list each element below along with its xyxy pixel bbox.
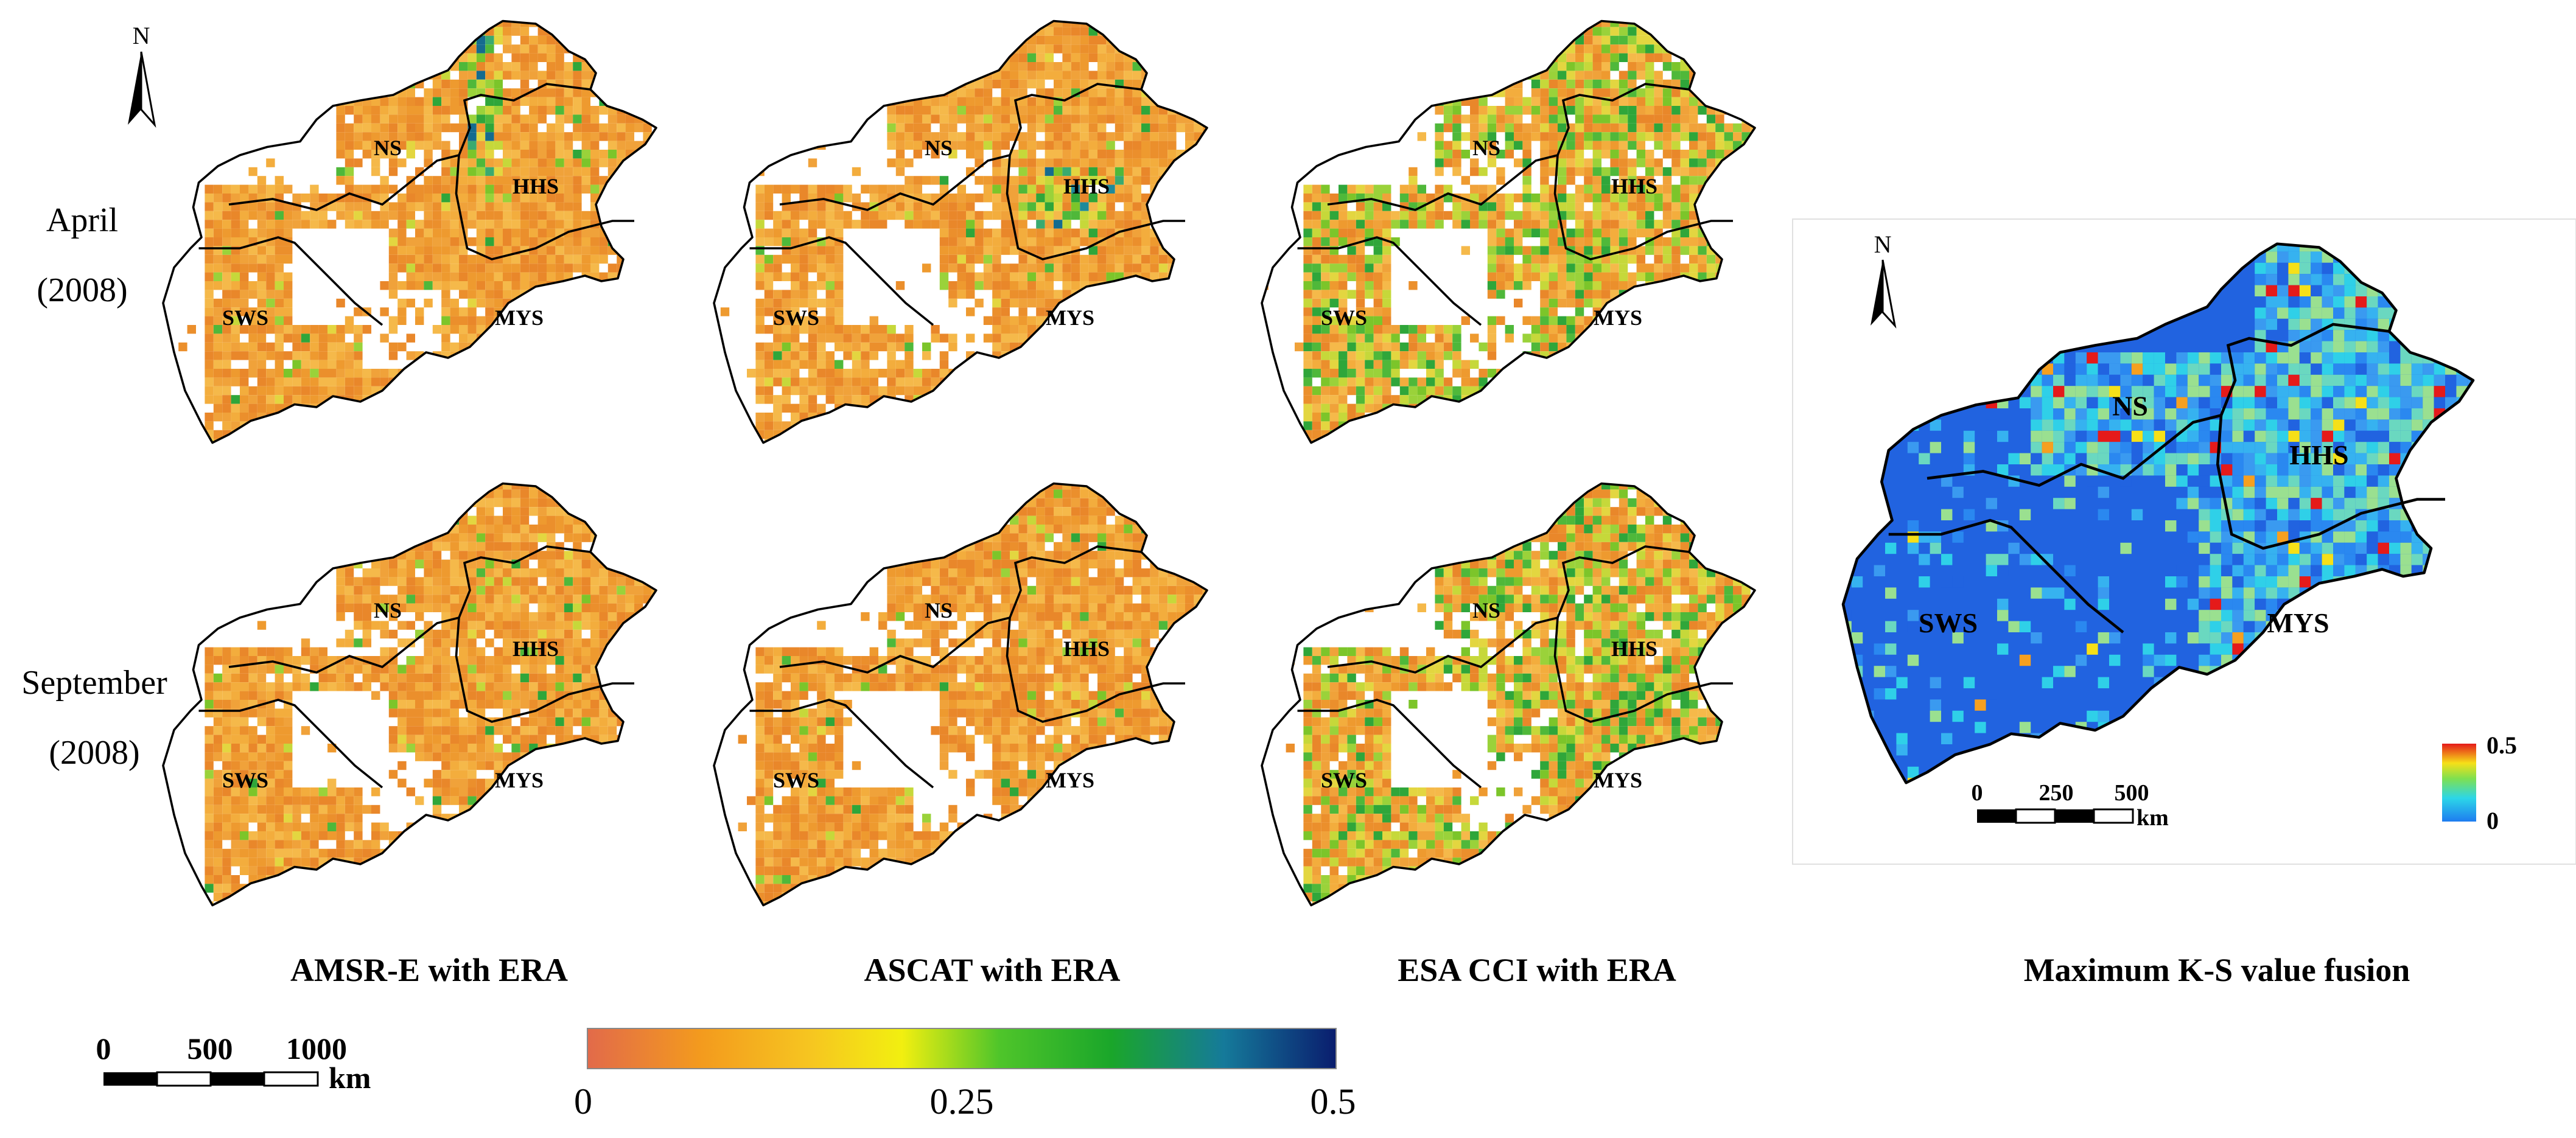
region-label-ns: NS: [925, 598, 953, 623]
colorbar-tick-mid: 0.25: [930, 1081, 994, 1122]
region-label-ns: NS: [1472, 598, 1500, 623]
colorbar-tick-max: 0.5: [1311, 1081, 1356, 1122]
pixel-grid: [1262, 483, 1755, 906]
region-label-mys: MYS: [1046, 768, 1094, 792]
region-label-hhs: HHS: [513, 637, 559, 661]
row-year-september: (2008): [49, 734, 139, 772]
fusion-region-ns: NS: [2112, 391, 2148, 422]
map-panel-0-2: NS HHS SWS MYS: [1261, 19, 1756, 444]
pixel-grid: [714, 483, 1208, 906]
column-title-esacci: ESA CCI with ERA: [1398, 952, 1676, 988]
map-panel-1-0: NS HHS SWS MYS: [162, 482, 657, 907]
region-label-sws: SWS: [222, 768, 268, 792]
colorbar-tick-0: 0: [574, 1081, 592, 1122]
fusion-scale-bar: 0 250 500 km: [1972, 780, 2169, 831]
map-panels: NS HHS SWS MYS NS HHS SWS MYS NS HHS SWS MYS NS HHS SW…: [162, 19, 1756, 907]
fusion-panel: N NS HHS SWS MYS 0 250 500 km 0.5 0 Maximum…: [1792, 218, 2576, 988]
region-label-mys: MYS: [1046, 305, 1094, 330]
region-label-mys: MYS: [495, 768, 544, 792]
pixel-grid: [163, 483, 657, 906]
region-label-ns: NS: [374, 598, 402, 623]
region-label-hhs: HHS: [513, 174, 559, 198]
region-label-sws: SWS: [1321, 768, 1367, 792]
fusion-legend: 0.5 0: [2442, 731, 2517, 834]
row-year-april: (2008): [37, 271, 127, 309]
map-panel-0-0: NS HHS SWS MYS: [162, 19, 657, 444]
map-panel-1-2: NS HHS SWS MYS: [1261, 482, 1756, 907]
row-label-april: April: [46, 201, 118, 239]
region-label-sws: SWS: [222, 305, 268, 330]
region-label-hhs: HHS: [1063, 174, 1110, 198]
region-label-mys: MYS: [495, 305, 544, 330]
fusion-region-sws: SWS: [1919, 607, 1978, 638]
north-arrow-main: N: [128, 22, 156, 128]
region-label-sws: SWS: [1321, 305, 1367, 330]
region-label-sws: SWS: [773, 305, 819, 330]
region-label-ns: NS: [374, 136, 402, 160]
fusion-title: Maximum K-S value fusion: [2024, 952, 2410, 988]
column-title-amsre: AMSR-E with ERA: [290, 952, 568, 988]
colorbar: 0 0.25 0.5: [574, 1028, 1356, 1122]
pixel-grid: [714, 21, 1208, 443]
north-arrow-fusion: N: [1871, 231, 1897, 329]
fusion-region-mys: MYS: [2267, 607, 2329, 638]
region-label-ns: NS: [1472, 136, 1500, 160]
map-panel-0-1: NS HHS SWS MYS: [713, 19, 1208, 444]
north-arrow-fusion-icon: [1871, 260, 1883, 326]
main-scale-bar: 0 500 1000 km: [96, 1032, 371, 1095]
fusion-region-hhs: HHS: [2289, 439, 2348, 470]
region-label-mys: MYS: [1594, 768, 1642, 792]
north-label: N: [133, 22, 150, 49]
map-panel-1-1: NS HHS SWS MYS: [713, 482, 1208, 907]
row-label-september: September: [21, 664, 167, 702]
region-label-hhs: HHS: [1611, 637, 1657, 661]
region-label-mys: MYS: [1594, 305, 1642, 330]
column-title-ascat: ASCAT with ERA: [864, 952, 1120, 988]
colorbar-bar: [587, 1028, 1337, 1069]
region-label-hhs: HHS: [1063, 637, 1110, 661]
fusion-legend-bar: [2442, 744, 2476, 822]
region-label-hhs: HHS: [1611, 174, 1657, 198]
north-arrow-icon: [128, 52, 141, 125]
fusion-legend-min: 0: [2487, 807, 2499, 834]
region-label-sws: SWS: [773, 768, 819, 792]
fusion-legend-max: 0.5: [2487, 731, 2517, 759]
region-label-ns: NS: [925, 136, 953, 160]
